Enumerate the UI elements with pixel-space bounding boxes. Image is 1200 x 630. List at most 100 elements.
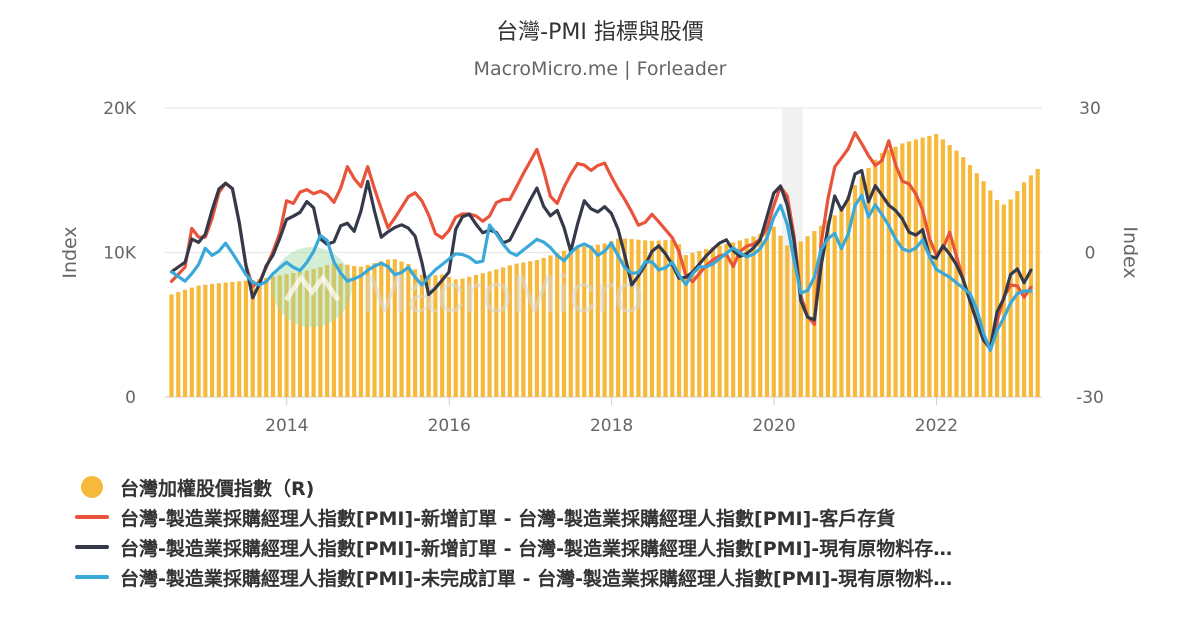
stock-index-bar xyxy=(947,145,952,397)
watermark-text: MacroMicro xyxy=(362,264,644,324)
stock-index-bar xyxy=(365,264,370,397)
stock-index-bar xyxy=(663,240,668,397)
stock-index-bar xyxy=(575,247,580,397)
pmi-line-series-3[interactable] xyxy=(169,193,1033,352)
stock-index-bar xyxy=(210,284,215,397)
stock-index-bar xyxy=(189,287,194,397)
y-right-tick-label: 30 xyxy=(1079,99,1101,119)
y-left-tick-label: 0 xyxy=(125,388,136,408)
stock-index-bar xyxy=(940,139,946,397)
stock-index-bar xyxy=(541,257,546,397)
line-swatch xyxy=(75,515,109,519)
stock-index-bar xyxy=(345,264,350,397)
legend-item[interactable]: 台灣-製造業採購經理人指數[PMI]-新增訂單 - 台灣-製造業採購經理人指數[… xyxy=(70,502,1170,532)
stock-index-bar xyxy=(392,259,397,397)
y-left-tick-label: 10K xyxy=(103,244,137,264)
chart-subtitle: MacroMicro.me | Forleader xyxy=(473,58,727,80)
stock-index-bar xyxy=(906,141,912,397)
dot-swatch xyxy=(81,476,103,498)
stock-index-bar xyxy=(737,240,743,397)
stock-index-bar xyxy=(372,263,377,397)
stock-index-bar xyxy=(751,236,756,397)
stock-index-bar xyxy=(791,246,797,397)
legend-dot-icon xyxy=(70,476,114,498)
stock-index-bar xyxy=(994,200,1000,397)
stock-index-bar xyxy=(494,269,499,397)
stock-index-bar xyxy=(297,271,303,397)
stock-index-bar xyxy=(561,250,567,397)
stock-index-bar xyxy=(555,253,560,397)
watermark-logo-mark xyxy=(283,273,341,302)
stock-index-bar xyxy=(379,261,384,397)
stock-index-bar xyxy=(500,267,506,397)
stock-index-bar xyxy=(629,239,634,397)
stock-index-bar xyxy=(528,261,533,397)
stock-index-bar xyxy=(311,269,316,397)
stock-index-bar xyxy=(467,276,472,397)
stock-index-bar xyxy=(879,153,885,397)
pmi-line-series-1[interactable] xyxy=(169,131,1033,351)
y-left-tick-label: 20K xyxy=(103,99,137,119)
legend: 台灣加權股價指數（R) 台灣-製造業採購經理人指數[PMI]-新增訂單 - 台灣-… xyxy=(70,472,1170,592)
stock-index-bar xyxy=(304,270,309,397)
legend-item[interactable]: 台灣-製造業採購經理人指數[PMI]-新增訂單 - 台灣-製造業採購經理人指數[… xyxy=(70,532,1170,562)
stock-index-bar xyxy=(873,159,878,397)
stock-index-bar xyxy=(927,135,932,398)
stock-index-bar xyxy=(886,149,891,397)
stock-index-bar xyxy=(270,276,276,397)
stock-index-bar xyxy=(1008,199,1013,397)
stock-index-bar xyxy=(717,245,722,397)
y-right-axis-title: Index xyxy=(1119,226,1141,278)
stock-index-bar xyxy=(237,281,242,397)
stock-index-bar xyxy=(839,207,844,397)
stock-index-bar xyxy=(223,282,228,397)
stock-index-bar xyxy=(440,274,445,397)
stock-index-bar xyxy=(636,239,641,397)
stock-index-bar xyxy=(230,281,235,397)
x-tick-label: 2020 xyxy=(752,416,795,436)
legend-item[interactable]: 台灣-製造業採購經理人指數[PMI]-未完成訂單 - 台灣-製造業採購經理人指數… xyxy=(70,562,1170,592)
stock-index-bar xyxy=(521,262,526,397)
stock-index-bar xyxy=(243,280,249,397)
stock-index-bar xyxy=(385,259,391,397)
pmi-line-series-2[interactable] xyxy=(169,169,1033,350)
stock-index-bar xyxy=(893,146,898,397)
stock-index-bar xyxy=(900,143,905,397)
stock-index-bar xyxy=(643,240,648,397)
stock-index-bar xyxy=(676,244,682,397)
y-left-axis-title: Index xyxy=(59,226,81,278)
stock-index-bar xyxy=(758,233,763,397)
stock-index-bar xyxy=(473,274,479,397)
stock-index-bar xyxy=(433,275,438,397)
stock-index-bar xyxy=(832,215,837,397)
stock-index-bar xyxy=(480,273,485,397)
stock-index-bar xyxy=(203,284,208,397)
stock-index-bar xyxy=(284,274,289,397)
stock-index-bar xyxy=(331,263,337,397)
line-swatch xyxy=(75,545,109,549)
stock-index-bar xyxy=(852,185,858,397)
stock-index-bar xyxy=(616,238,621,397)
legend-line-icon xyxy=(70,575,114,579)
stock-index-bar xyxy=(954,150,959,397)
legend-label: 台灣-製造業採購經理人指數[PMI]-新增訂單 - 台灣-製造業採購經理人指數[… xyxy=(120,537,953,560)
watermark: MacroMicro xyxy=(272,247,644,327)
stock-index-bar xyxy=(453,279,458,397)
stock-index-bar xyxy=(710,247,715,397)
chart-title: 台灣-PMI 指標與股價 xyxy=(496,20,704,45)
stock-index-bar xyxy=(216,283,221,397)
stock-index-bar xyxy=(413,269,418,397)
legend-line-icon xyxy=(70,545,114,549)
x-tick-label: 2016 xyxy=(428,416,471,436)
stock-index-bar xyxy=(778,235,783,397)
legend-item[interactable]: 台灣加權股價指數（R) xyxy=(70,472,1170,502)
stock-index-bar xyxy=(724,244,729,397)
stock-index-bar xyxy=(744,238,749,397)
stock-index-bar xyxy=(974,173,979,397)
stock-index-bar xyxy=(913,139,918,397)
stock-index-bar xyxy=(785,245,790,397)
stock-index-bar xyxy=(426,276,431,397)
stock-index-bar xyxy=(981,181,986,397)
stock-index-bar xyxy=(264,277,269,397)
